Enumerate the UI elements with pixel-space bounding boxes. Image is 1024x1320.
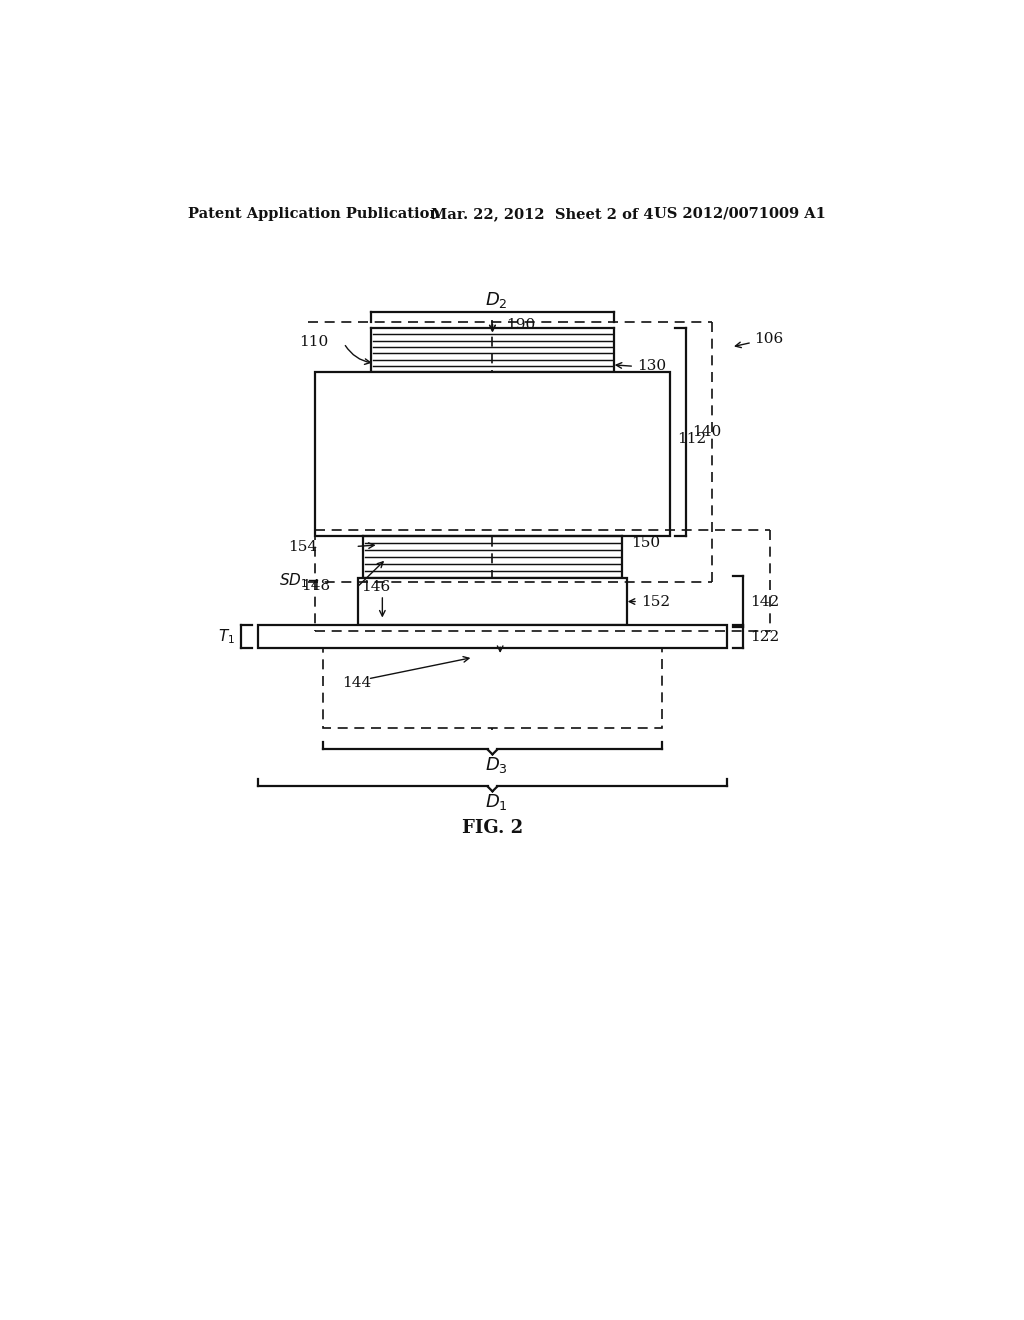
Text: FIG. 2: FIG. 2 xyxy=(462,820,523,837)
Text: 152: 152 xyxy=(641,594,670,609)
Text: 190: 190 xyxy=(506,318,536,333)
Text: 144: 144 xyxy=(342,676,372,690)
Text: US 2012/0071009 A1: US 2012/0071009 A1 xyxy=(654,207,826,220)
Text: 106: 106 xyxy=(755,333,783,346)
Bar xyxy=(323,648,662,729)
Bar xyxy=(357,578,628,626)
Text: 140: 140 xyxy=(692,425,721,438)
Text: 122: 122 xyxy=(750,630,779,644)
Text: 154: 154 xyxy=(288,540,316,554)
Text: 130: 130 xyxy=(637,359,667,374)
Text: 142: 142 xyxy=(750,594,779,609)
Text: $D_3$: $D_3$ xyxy=(485,755,508,775)
Text: Patent Application Publication: Patent Application Publication xyxy=(188,207,440,220)
Text: $T_1$: $T_1$ xyxy=(218,627,236,645)
Text: $D_1$: $D_1$ xyxy=(485,792,508,812)
Text: 110: 110 xyxy=(299,335,329,348)
Text: 112: 112 xyxy=(677,432,707,446)
Text: 148: 148 xyxy=(301,578,330,593)
Text: $D_2$: $D_2$ xyxy=(485,290,508,310)
Text: Mar. 22, 2012  Sheet 2 of 4: Mar. 22, 2012 Sheet 2 of 4 xyxy=(431,207,653,220)
Text: $SD_1$: $SD_1$ xyxy=(279,572,307,590)
Bar xyxy=(315,372,670,536)
Bar xyxy=(258,626,727,648)
Text: 150: 150 xyxy=(631,536,660,550)
Text: 146: 146 xyxy=(361,581,391,594)
